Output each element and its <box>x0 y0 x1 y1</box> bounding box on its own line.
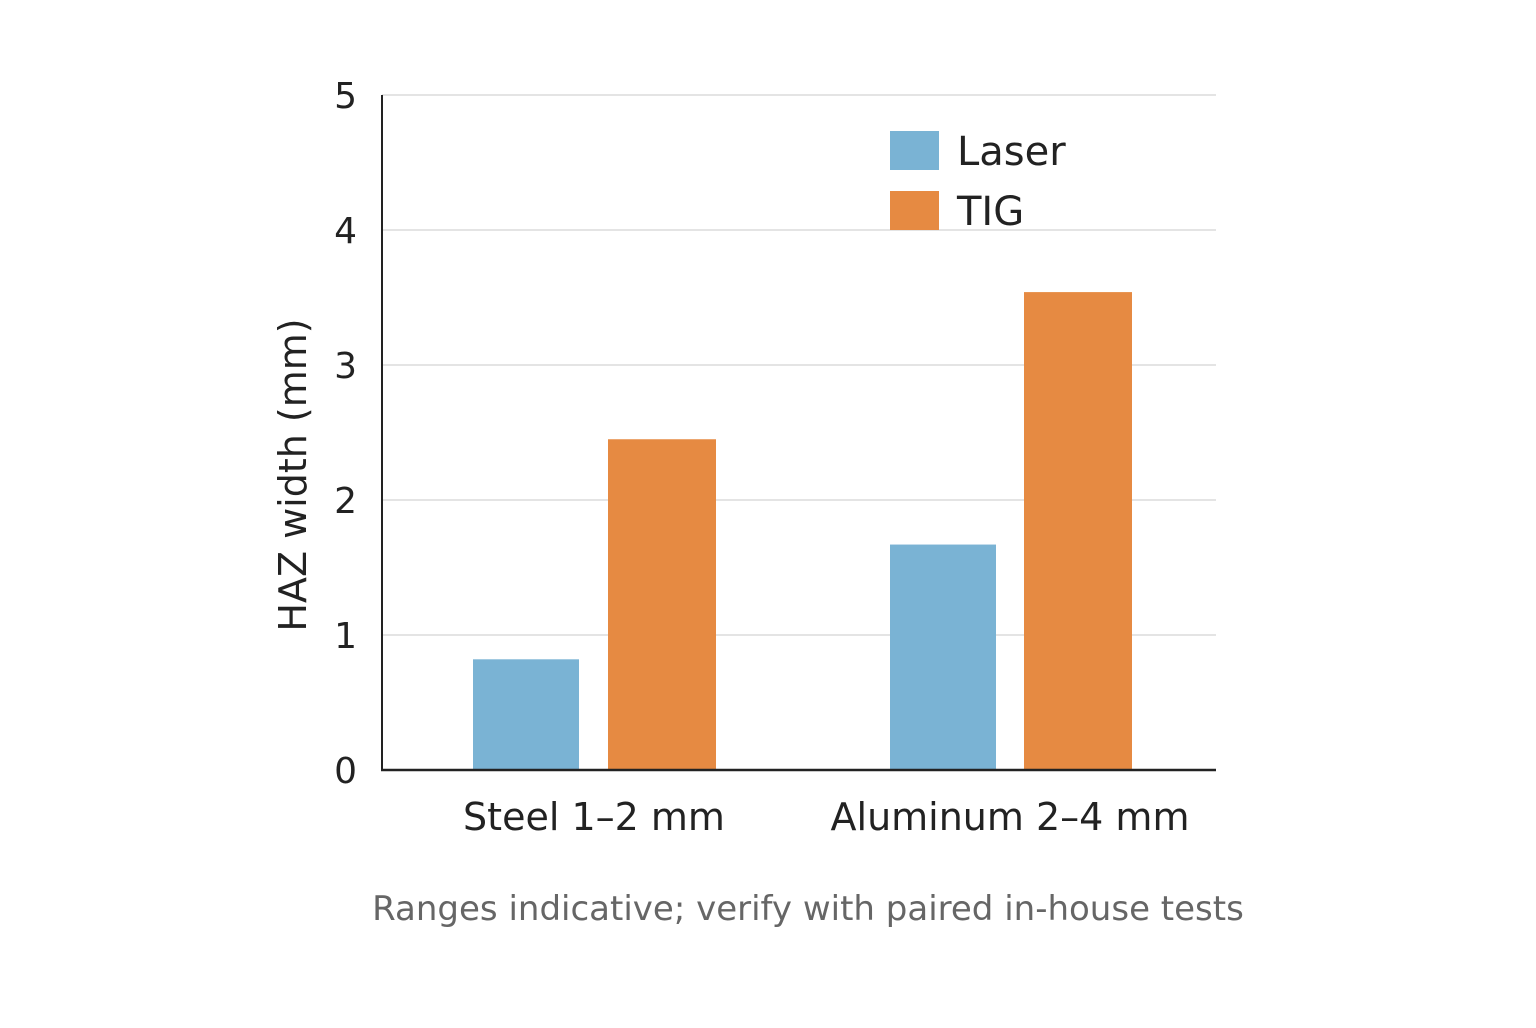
y-tick-label: 5 <box>334 76 357 117</box>
bar-tig-0 <box>608 439 716 770</box>
bar-tig-1 <box>1024 292 1132 770</box>
legend-label-tig: TIG <box>956 189 1024 235</box>
y-tick-label: 0 <box>334 751 357 792</box>
bar-laser-0 <box>473 659 579 770</box>
bar-laser-1 <box>890 544 996 770</box>
legend: Laser TIG <box>890 129 1066 235</box>
y-tick-label: 1 <box>334 616 357 657</box>
y-tick-label: 2 <box>334 481 357 522</box>
legend-swatch-tig <box>890 191 939 230</box>
category-label-0: Steel 1–2 mm <box>463 795 725 839</box>
y-tick-labels: 0 1 2 3 4 5 <box>334 76 357 792</box>
chart-note: Ranges indicative; verify with paired in… <box>372 889 1244 929</box>
y-axis-label: HAZ width (mm) <box>271 318 315 631</box>
y-tick-label: 3 <box>334 346 357 387</box>
legend-label-laser: Laser <box>957 129 1066 175</box>
y-tick-label: 4 <box>334 211 357 252</box>
bars <box>473 292 1132 770</box>
legend-swatch-laser <box>890 131 939 170</box>
category-label-1: Aluminum 2–4 mm <box>831 795 1190 839</box>
